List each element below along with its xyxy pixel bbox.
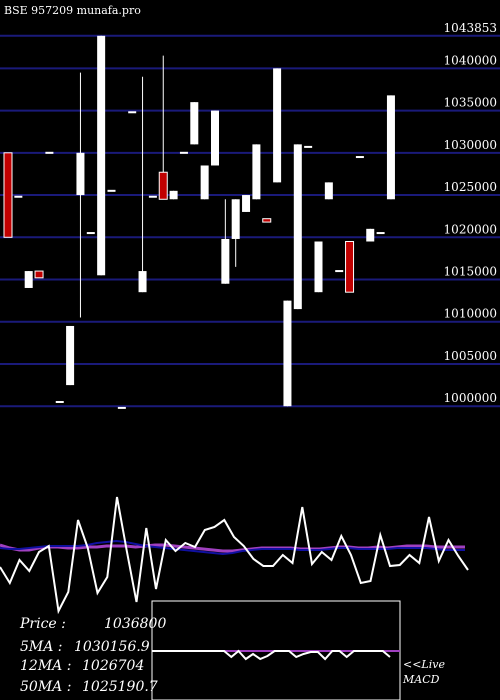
y-tick-label: 1030000 — [444, 138, 497, 152]
candle-body — [117, 406, 126, 409]
macd-link-text[interactable]: MACD — [402, 673, 440, 686]
y-tick-label: 1025000 — [444, 180, 497, 194]
candle-body — [66, 325, 75, 386]
candle-body — [107, 189, 116, 192]
ma12-value: 1026704 — [82, 658, 144, 674]
ma5-value: 1030156.9 — [74, 639, 150, 655]
y-tick-label: 1043853 — [444, 21, 497, 35]
candle-body — [273, 68, 282, 183]
candle-body — [97, 35, 106, 276]
stats-block: Price : 1036800 5MA : 1030156.9 12MA : 1… — [19, 616, 166, 695]
y-tick-label: 1010000 — [444, 307, 497, 321]
live-link-text[interactable]: <<Live — [403, 658, 445, 671]
candle-body — [45, 151, 54, 154]
candle-body — [231, 199, 240, 239]
short-ma-line — [0, 539, 465, 556]
candle-body — [179, 151, 188, 154]
candle-body — [148, 195, 157, 198]
candle-body — [314, 241, 323, 293]
macd-line — [152, 649, 391, 661]
candle-body — [14, 195, 23, 198]
candle-body — [252, 144, 261, 200]
y-tick-label: 1005000 — [444, 349, 497, 363]
candle-body — [55, 400, 64, 403]
candle-body — [283, 300, 292, 407]
candle-body — [3, 152, 13, 238]
candle-body — [355, 156, 364, 159]
candle-body — [242, 195, 251, 212]
candle-body — [366, 228, 375, 242]
y-tick-label: 1020000 — [444, 222, 497, 236]
candle-body — [304, 145, 313, 148]
indicator-line — [0, 496, 469, 615]
candle-body — [221, 238, 230, 284]
ma5-label: 5MA : — [20, 639, 63, 655]
y-tick-label: 1040000 — [444, 53, 497, 67]
candlestick-series — [3, 35, 395, 409]
y-tick-label: 1015000 — [444, 265, 497, 279]
price-axis-labels: 1043853 1040000 1035000 1030000 1025000 10200… — [444, 21, 497, 405]
y-tick-label: 1000000 — [444, 391, 497, 405]
macd-panel[interactable] — [151, 600, 401, 700]
indicator-panel — [0, 496, 469, 615]
candle-body — [376, 232, 385, 235]
live-macd-link[interactable]: <<Live MACD — [402, 658, 445, 686]
ma50-label: 50MA : — [20, 679, 71, 695]
candle-body — [76, 152, 85, 196]
y-tick-label: 1035000 — [444, 96, 497, 110]
candle-body — [128, 111, 137, 114]
ma50-value: 1025190.7 — [82, 679, 158, 695]
candle-body — [345, 241, 355, 293]
candle-body — [211, 110, 219, 166]
candle-body — [324, 182, 333, 200]
candle-body — [262, 218, 272, 223]
price-value: 1036800 — [104, 616, 166, 632]
ma12-label: 12MA : — [20, 658, 71, 674]
chart-title: BSE 957209 munafa.pro — [4, 4, 141, 17]
candle-body — [34, 270, 44, 279]
candle-body — [158, 171, 168, 200]
candle-body — [293, 144, 302, 310]
candle-body — [86, 232, 95, 235]
candle-body — [24, 271, 33, 288]
candle-body — [200, 165, 209, 200]
candle-body — [190, 102, 199, 145]
candle-body — [138, 271, 147, 293]
candle-body — [386, 95, 395, 200]
price-label: Price : — [19, 616, 66, 632]
candle-body — [335, 270, 344, 273]
candle-body — [169, 190, 178, 200]
